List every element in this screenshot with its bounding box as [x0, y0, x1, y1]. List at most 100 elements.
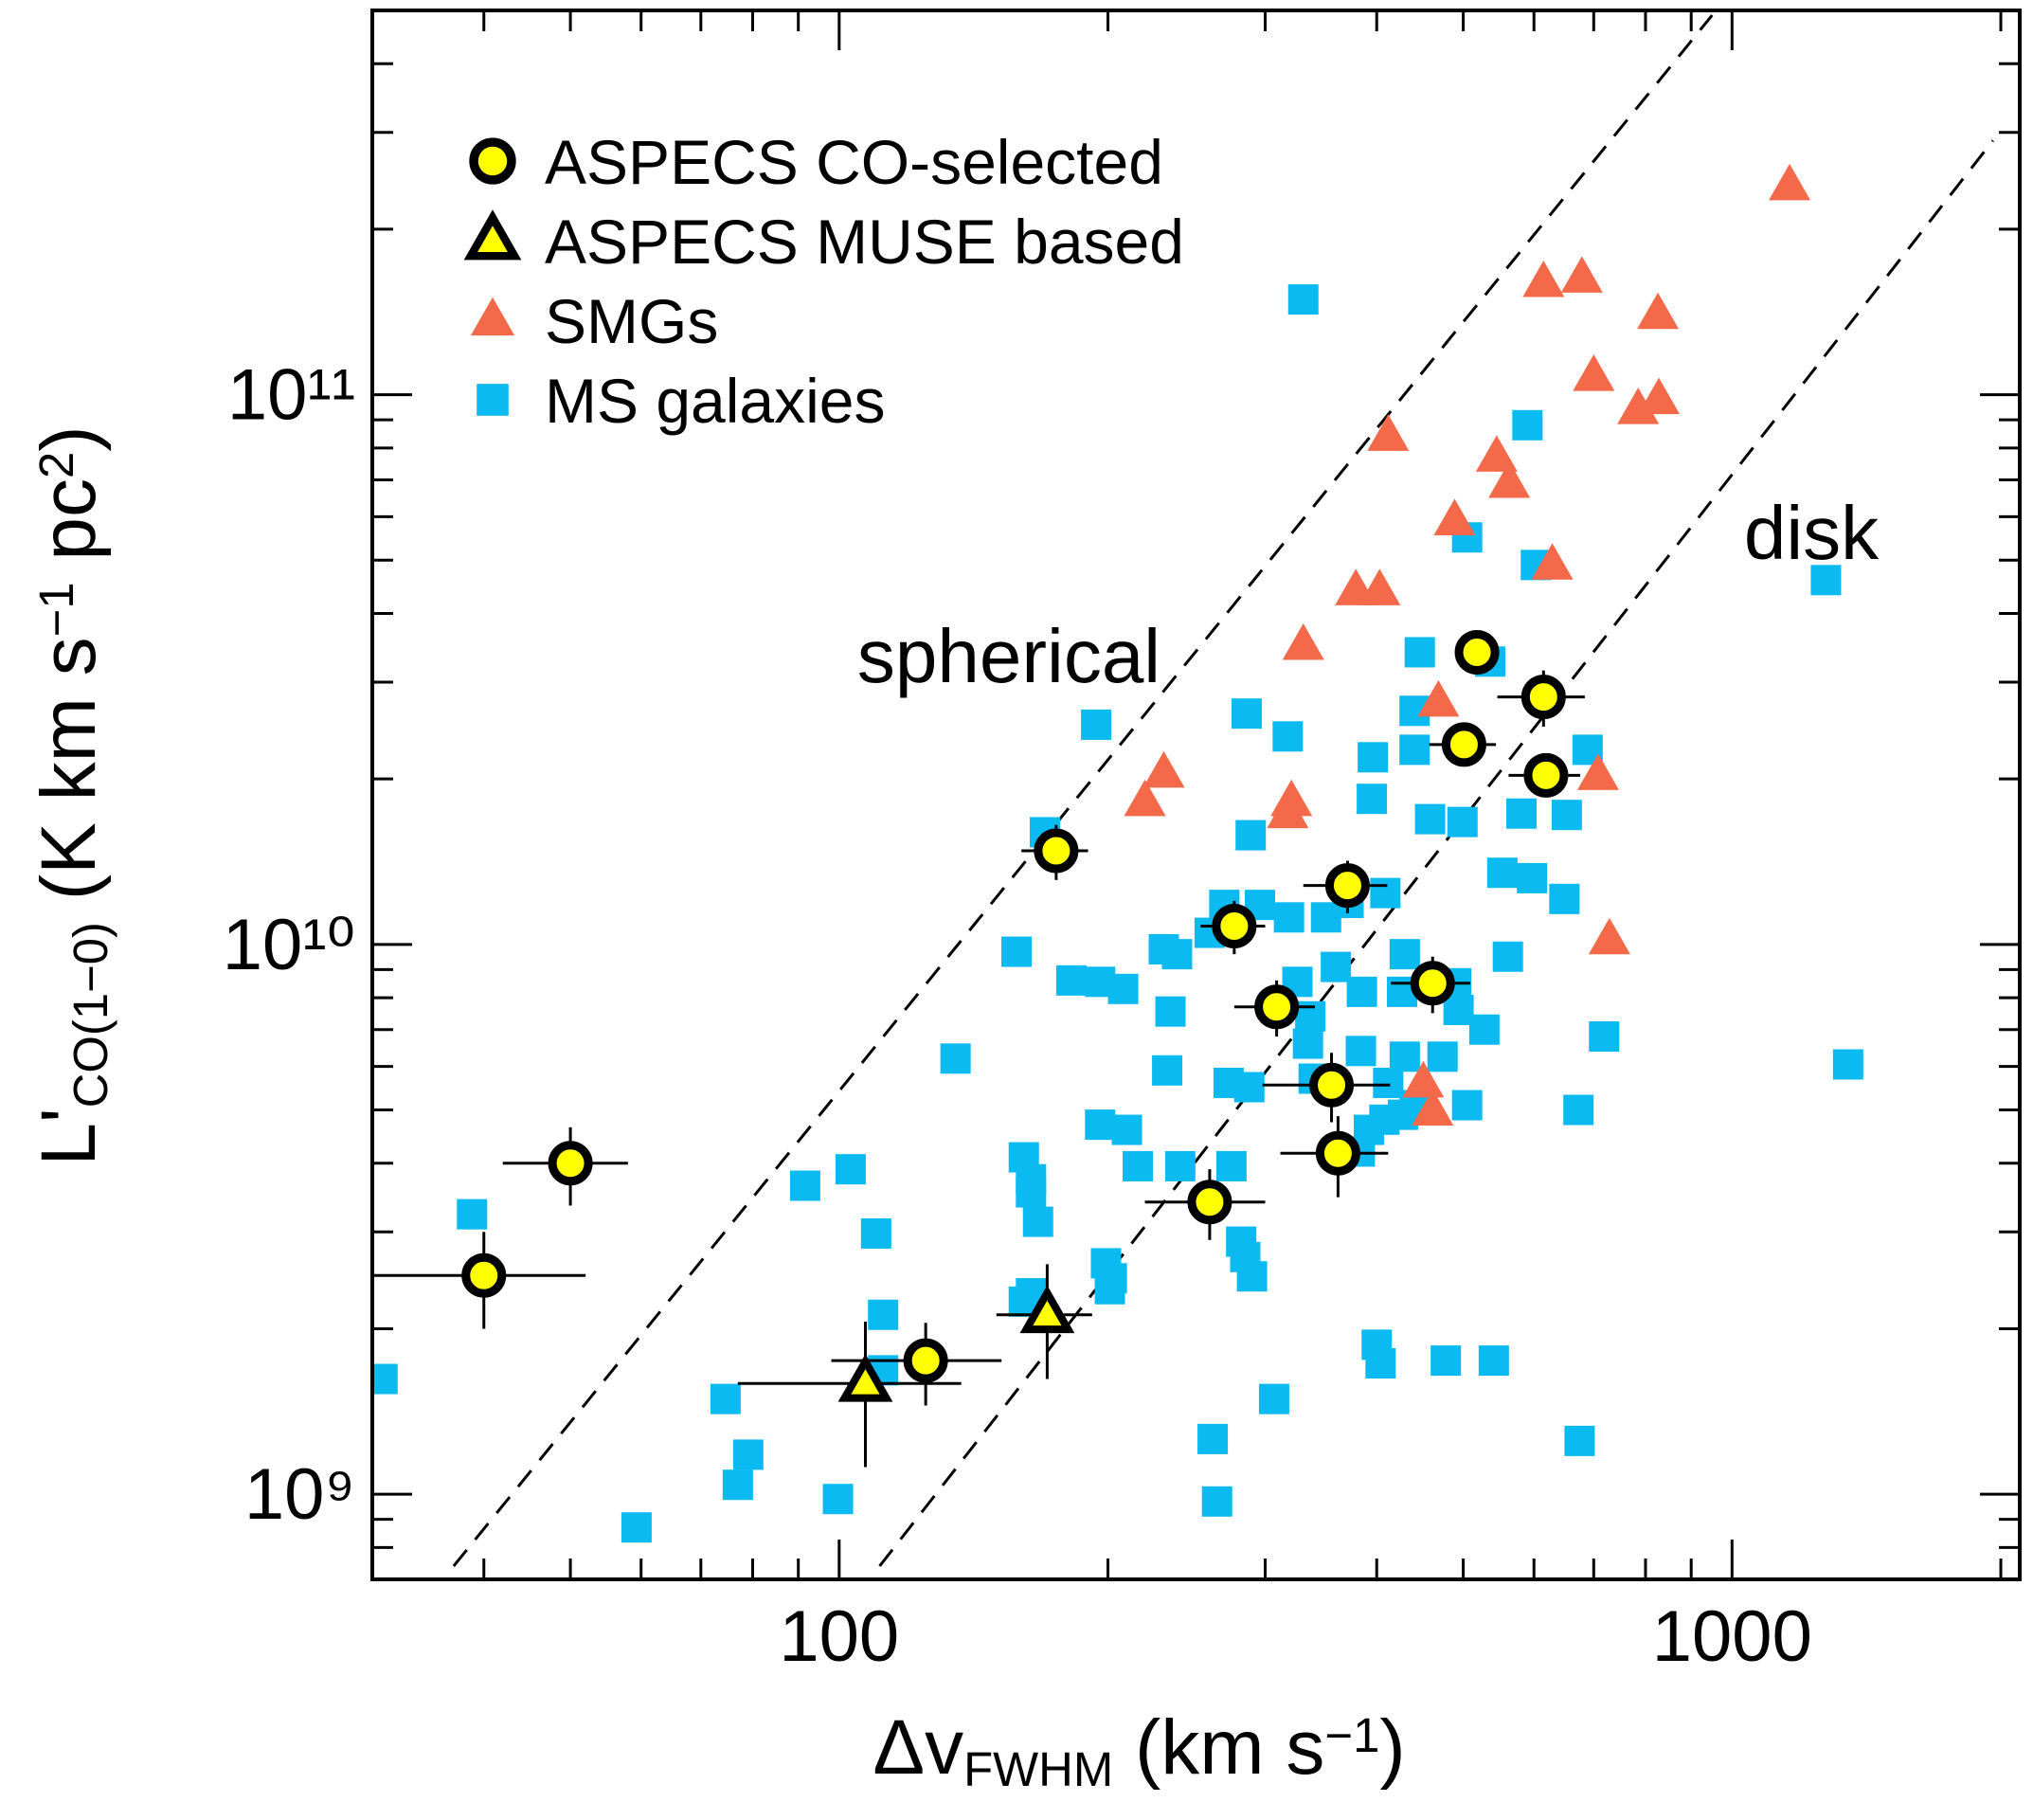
- y-tick-label: 10¹⁰: [223, 905, 355, 985]
- label-part: (K km s: [26, 637, 112, 922]
- point: [1551, 800, 1582, 831]
- legend-text: SMGs: [545, 286, 718, 356]
- legend: ASPECS CO-selected ASPECS MUSE based SMGs M…: [463, 127, 1184, 436]
- point: [1315, 1130, 1360, 1176]
- point: [1531, 543, 1574, 580]
- label-part: L': [26, 1108, 112, 1165]
- point: [1417, 679, 1460, 717]
- point: [1454, 629, 1500, 675]
- point: [1215, 1150, 1247, 1181]
- point: [1367, 414, 1410, 451]
- point: [1161, 939, 1193, 970]
- point: [1201, 1486, 1232, 1517]
- point: [1321, 951, 1352, 982]
- point: [1832, 1049, 1863, 1080]
- point: [1427, 1041, 1458, 1072]
- point: [469, 137, 516, 185]
- point: [1324, 863, 1370, 909]
- point: [1034, 828, 1079, 874]
- point: [461, 1252, 507, 1298]
- point: [1365, 1347, 1396, 1379]
- point: [1155, 996, 1186, 1027]
- point: [1287, 284, 1319, 315]
- point: [1123, 1150, 1154, 1181]
- point: [822, 1484, 854, 1515]
- point: [1560, 256, 1603, 293]
- x-axis-label: ΔvFWHM (km s−1): [873, 1704, 1405, 1796]
- point: [1563, 1094, 1594, 1126]
- point: [1769, 163, 1811, 201]
- x-tick-label: 1000: [1652, 1596, 1812, 1677]
- point: [1309, 1062, 1355, 1108]
- point: [463, 209, 522, 261]
- point: [868, 1299, 899, 1330]
- point: [940, 1043, 971, 1074]
- plot-frame: [370, 9, 2022, 1581]
- point: [1430, 1345, 1462, 1377]
- reference-line: [452, 14, 1714, 1567]
- point: [372, 1363, 398, 1395]
- point: [1096, 1263, 1127, 1294]
- point: [1233, 1072, 1265, 1103]
- point: [1433, 498, 1476, 535]
- point: [1588, 917, 1630, 955]
- point: [1451, 1090, 1483, 1121]
- point: [1638, 377, 1681, 415]
- point: [621, 1512, 652, 1543]
- point: [1414, 803, 1446, 835]
- point: [1272, 721, 1304, 752]
- point: [1358, 568, 1401, 605]
- point: [1478, 1345, 1509, 1377]
- point: [1107, 973, 1139, 1004]
- point: [1488, 460, 1531, 498]
- point: [1402, 1060, 1445, 1098]
- point: [457, 1198, 488, 1230]
- point: [1492, 941, 1523, 972]
- point: [1254, 984, 1300, 1030]
- point: [835, 1154, 866, 1185]
- point: [1152, 1054, 1183, 1086]
- point: [710, 1383, 741, 1415]
- point: [1468, 1014, 1500, 1045]
- point: [903, 1338, 948, 1383]
- point: [477, 384, 509, 416]
- point: [1399, 734, 1430, 766]
- point: [789, 1170, 820, 1201]
- point: [1370, 877, 1401, 909]
- point: [1357, 784, 1388, 815]
- point: [1236, 1261, 1268, 1292]
- point: [1258, 1383, 1289, 1415]
- point: [1292, 1028, 1323, 1059]
- label-part: Δv: [873, 1704, 963, 1791]
- point: [837, 1354, 893, 1402]
- reference-line: [878, 139, 1994, 1567]
- point: [1573, 354, 1615, 391]
- label-part: CO(1−0): [63, 922, 117, 1108]
- point: [1055, 964, 1087, 996]
- point: [1520, 675, 1566, 720]
- point: [860, 1217, 891, 1249]
- point: [1164, 1150, 1196, 1181]
- label-part: −1: [1324, 1708, 1379, 1762]
- point: [1564, 1425, 1595, 1456]
- point: [1589, 1021, 1620, 1053]
- point: [1124, 779, 1166, 817]
- legend-text: MS galaxies: [545, 366, 886, 436]
- line-annotation: disk: [1744, 491, 1880, 575]
- point: [1404, 637, 1435, 668]
- legend-text: ASPECS CO-selected: [545, 127, 1163, 197]
- point: [1389, 1041, 1420, 1072]
- label-part: FWHM: [963, 1742, 1113, 1796]
- point: [1358, 742, 1389, 773]
- label-part: −1: [29, 582, 83, 637]
- point: [1389, 939, 1420, 970]
- point: [1111, 1114, 1142, 1145]
- point: [548, 1141, 593, 1186]
- point: [1345, 1036, 1376, 1067]
- x-tick-label: 100: [779, 1596, 899, 1677]
- point: [1081, 709, 1112, 740]
- label-part: ): [26, 425, 112, 451]
- point: [1441, 722, 1486, 767]
